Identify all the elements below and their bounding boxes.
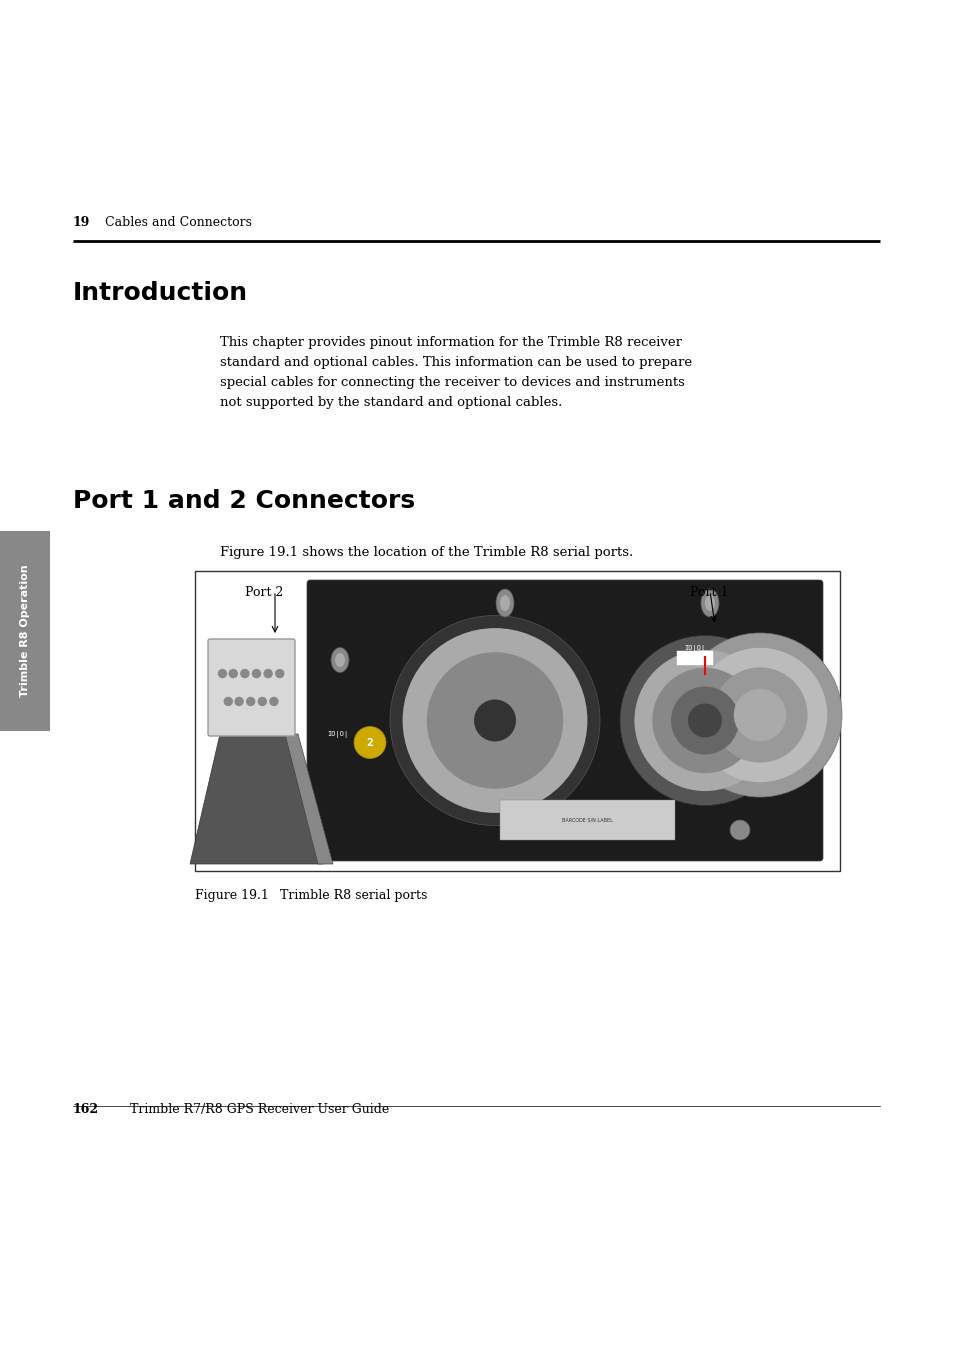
Text: 19: 19	[73, 216, 91, 230]
Ellipse shape	[700, 589, 719, 617]
Bar	[499, 800, 675, 840]
Circle shape	[240, 670, 249, 678]
Circle shape	[234, 697, 243, 705]
Circle shape	[652, 667, 757, 773]
Ellipse shape	[704, 594, 714, 611]
Bar	[677, 651, 712, 665]
Circle shape	[218, 670, 226, 678]
Circle shape	[687, 704, 721, 738]
Bar	[0, 531, 50, 731]
Ellipse shape	[335, 653, 345, 667]
Circle shape	[275, 670, 283, 678]
Polygon shape	[285, 734, 333, 865]
FancyBboxPatch shape	[208, 639, 294, 736]
Text: BARCODE S/N LABEL: BARCODE S/N LABEL	[561, 817, 612, 823]
Text: Cables and Connectors: Cables and Connectors	[105, 216, 252, 230]
Text: Introduction: Introduction	[73, 281, 248, 305]
Text: Trimble R8 serial ports: Trimble R8 serial ports	[280, 889, 427, 902]
Circle shape	[634, 650, 775, 792]
Circle shape	[692, 647, 826, 782]
Circle shape	[247, 697, 254, 705]
Circle shape	[270, 697, 277, 705]
Ellipse shape	[499, 594, 510, 611]
Text: Port 2: Port 2	[245, 586, 283, 598]
Text: Trimble R8 Operation: Trimble R8 Operation	[20, 565, 30, 697]
Circle shape	[258, 697, 266, 705]
Circle shape	[229, 670, 237, 678]
Text: 2: 2	[366, 738, 373, 747]
Circle shape	[253, 670, 260, 678]
Text: Trimble R7/R8 GPS Receiver User Guide: Trimble R7/R8 GPS Receiver User Guide	[130, 1102, 389, 1116]
Text: Port 1 and 2 Connectors: Port 1 and 2 Connectors	[73, 489, 415, 513]
Circle shape	[264, 670, 272, 678]
Ellipse shape	[496, 589, 514, 617]
Text: IO|O|: IO|O|	[683, 644, 705, 651]
Circle shape	[733, 689, 785, 742]
Circle shape	[619, 635, 789, 805]
Circle shape	[729, 820, 749, 840]
Text: standard and optional cables. This information can be used to prepare: standard and optional cables. This infor…	[220, 357, 691, 369]
Text: Figure 19.1: Figure 19.1	[194, 889, 269, 902]
Bar	[194, 571, 840, 871]
Circle shape	[402, 628, 587, 813]
Text: Port 1: Port 1	[689, 586, 728, 598]
Circle shape	[224, 697, 232, 705]
Text: 162: 162	[73, 1102, 99, 1116]
Polygon shape	[190, 734, 323, 865]
Circle shape	[354, 727, 386, 758]
Circle shape	[678, 634, 841, 797]
Circle shape	[712, 667, 806, 762]
Circle shape	[390, 616, 599, 825]
Text: This chapter provides pinout information for the Trimble R8 receiver: This chapter provides pinout information…	[220, 336, 681, 349]
Text: not supported by the standard and optional cables.: not supported by the standard and option…	[220, 396, 561, 409]
Ellipse shape	[331, 647, 349, 673]
Circle shape	[474, 700, 516, 742]
Circle shape	[426, 653, 562, 789]
Text: special cables for connecting the receiver to devices and instruments: special cables for connecting the receiv…	[220, 376, 684, 389]
Circle shape	[670, 686, 739, 754]
FancyBboxPatch shape	[307, 580, 822, 861]
Text: Figure 19.1 shows the location of the Trimble R8 serial ports.: Figure 19.1 shows the location of the Tr…	[220, 546, 633, 559]
Text: IO|O|: IO|O|	[327, 731, 348, 738]
